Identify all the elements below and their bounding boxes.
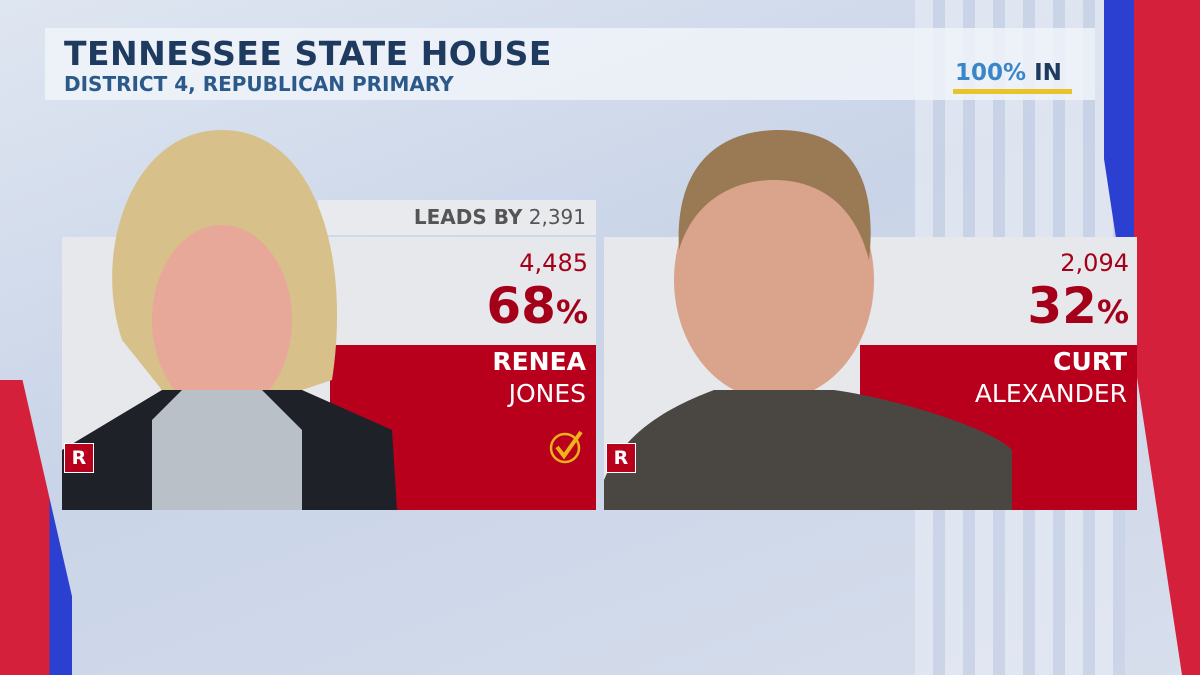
page-title: TENNESSEE STATE HOUSE bbox=[64, 34, 552, 73]
percent-sign: % bbox=[1096, 293, 1129, 331]
lead-label: LEADS BY bbox=[413, 205, 523, 229]
winner-check-icon bbox=[549, 430, 583, 464]
reporting-percent: 100% bbox=[955, 60, 1027, 86]
candidate-card-jones: 4,485 68% RENEA JONES R bbox=[62, 130, 596, 510]
vote-percent: 32% bbox=[1027, 277, 1129, 335]
lead-margin: 2,391 bbox=[528, 205, 586, 229]
party-badge: R bbox=[606, 443, 636, 473]
vote-count: 4,485 bbox=[519, 249, 588, 277]
percent-sign: % bbox=[555, 293, 588, 331]
percent-value: 32 bbox=[1027, 277, 1097, 335]
reporting-bar bbox=[953, 89, 1072, 94]
party-badge: R bbox=[64, 443, 94, 473]
vote-count: 2,094 bbox=[1060, 249, 1129, 277]
title-bar bbox=[45, 28, 1095, 100]
candidate-card-alexander: 2,094 32% CURT ALEXANDER R bbox=[604, 130, 1137, 510]
candidate-first-name: CURT bbox=[1053, 347, 1127, 376]
candidate-last-name: ALEXANDER bbox=[974, 379, 1127, 408]
vote-percent: 68% bbox=[486, 277, 588, 335]
candidate-photo bbox=[62, 130, 397, 510]
candidate-first-name: RENEA bbox=[492, 347, 586, 376]
lead-margin-box: LEADS BY 2,391 bbox=[318, 200, 596, 235]
percent-value: 68 bbox=[486, 277, 556, 335]
page-subtitle: DISTRICT 4, REPUBLICAN PRIMARY bbox=[64, 72, 454, 96]
candidate-photo bbox=[604, 130, 1012, 510]
reporting-status: 100% IN bbox=[955, 60, 1062, 86]
candidate-last-name: JONES bbox=[508, 379, 586, 408]
reporting-suffix: IN bbox=[1034, 60, 1062, 86]
